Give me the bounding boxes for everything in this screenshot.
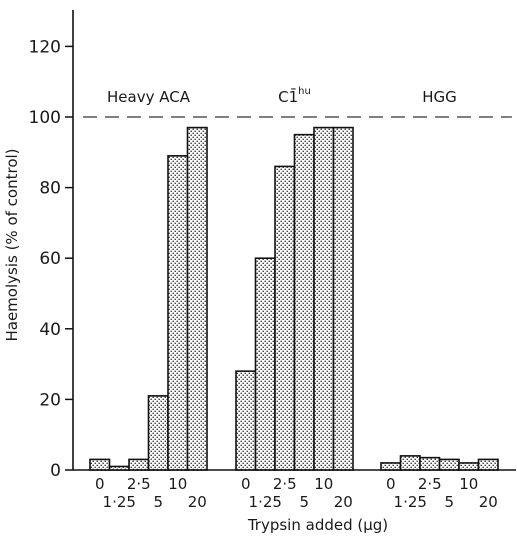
x-tick-label: 10: [314, 475, 333, 493]
bar: [458, 462, 480, 471]
y-ticks: 0 20 40 60 80 100 120: [29, 37, 73, 481]
x-tick-label: 5: [299, 493, 309, 511]
x-tick-label: 2·5: [127, 475, 151, 493]
group-label: C1̄hu: [278, 86, 311, 106]
bar: [380, 462, 402, 471]
bar: [313, 126, 335, 471]
x-tick-label: 1·25: [394, 493, 427, 511]
group-labels: Heavy ACA C1̄hu HGG: [107, 86, 457, 106]
bar: [147, 395, 169, 471]
x-tick-label: 20: [479, 493, 498, 511]
y-tick-label: 80: [39, 179, 61, 199]
bar: [89, 458, 111, 471]
x-tick-label: 0: [386, 475, 396, 493]
x-tick-label: 5: [444, 493, 454, 511]
x-tick-label: 0: [95, 475, 105, 493]
group-label: Heavy ACA: [107, 88, 191, 106]
bar: [293, 133, 315, 471]
bar: [186, 126, 208, 471]
y-tick-label: 0: [50, 461, 61, 481]
x-tick-label: 10: [168, 475, 187, 493]
x-tick-label: 10: [459, 475, 478, 493]
x-tick-label: 1·25: [103, 493, 136, 511]
x-axis-title: Trypsin added (μg): [247, 516, 388, 534]
bar: [274, 165, 296, 471]
x-tick-label: 2·5: [418, 475, 442, 493]
bars: [89, 126, 499, 471]
y-tick-label: 40: [39, 320, 61, 340]
x-tick-label: 5: [153, 493, 163, 511]
x-tick-label: 1·25: [249, 493, 282, 511]
x-tick-label: 20: [188, 493, 207, 511]
bar: [477, 458, 499, 471]
y-tick-label: 60: [39, 249, 61, 269]
x-tick-label: 0: [241, 475, 251, 493]
bar: [399, 455, 421, 471]
bar: [167, 155, 189, 471]
bar: [128, 458, 150, 471]
y-axis-title: Haemolysis (% of control): [3, 148, 21, 341]
x-tick-label: 20: [334, 493, 353, 511]
bar: [438, 458, 460, 471]
bar: [332, 126, 354, 471]
y-tick-label: 120: [29, 37, 61, 57]
group-label: HGG: [422, 88, 457, 106]
bar: [419, 456, 441, 471]
bar: [254, 257, 276, 471]
bar: [235, 370, 257, 471]
bar: [108, 465, 130, 471]
x-tick-label: 2·5: [273, 475, 297, 493]
y-tick-label: 100: [29, 108, 61, 128]
y-tick-label: 20: [39, 390, 61, 410]
